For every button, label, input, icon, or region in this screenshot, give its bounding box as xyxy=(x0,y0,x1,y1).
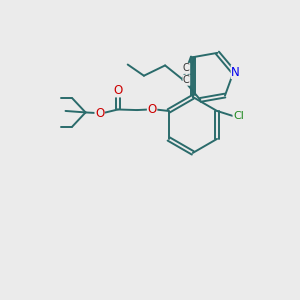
Text: Cl: Cl xyxy=(233,111,244,121)
Text: C: C xyxy=(183,75,190,85)
Text: O: O xyxy=(148,103,157,116)
Text: O: O xyxy=(113,84,123,97)
Text: O: O xyxy=(95,106,104,119)
Text: C: C xyxy=(183,63,190,74)
Text: N: N xyxy=(231,65,240,79)
